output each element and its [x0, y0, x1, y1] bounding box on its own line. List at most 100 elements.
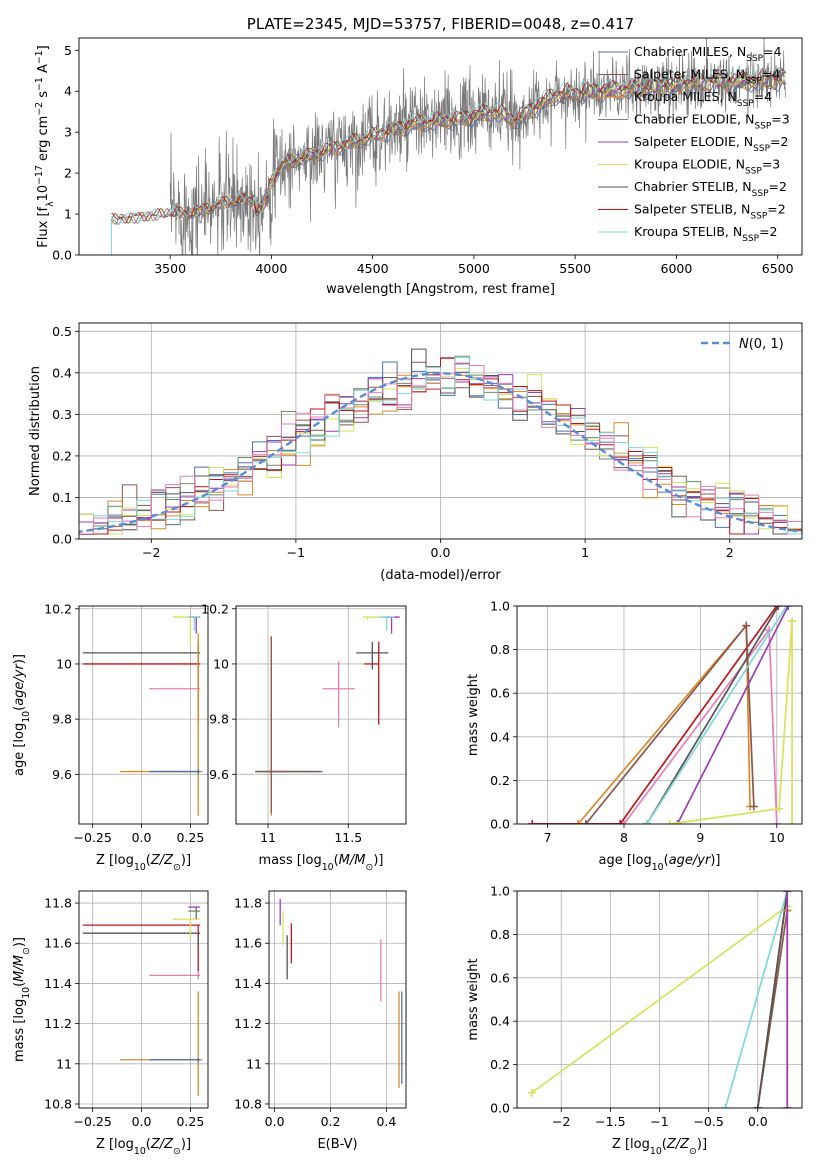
y-tick-label: 2 [64, 166, 72, 181]
grid [269, 891, 406, 1108]
x-tick-label: 0.25 [176, 830, 204, 845]
y-tick-label: 9.8 [52, 712, 72, 727]
y-tick-label: 0.0 [490, 817, 510, 832]
y-axis-label: mass weight [466, 958, 481, 1040]
y-tick-label: 9.8 [209, 712, 229, 727]
axes-frame [516, 605, 803, 825]
label-part: )] [12, 654, 27, 664]
axes-frame [516, 890, 803, 1109]
y-tick-label: 1 [64, 207, 72, 222]
y-axis-label: mass [log10(M/M⊙)] [12, 937, 32, 1062]
legend-label-text: N(0, 1) [739, 337, 784, 352]
y-tick-label: 0.8 [490, 927, 510, 942]
y-tick-label: 11.2 [44, 1016, 72, 1031]
weight-marker [774, 606, 783, 610]
label-part: age/yr [669, 853, 712, 868]
errorbar-pink [149, 971, 201, 980]
histogram-salpeter_miles [79, 357, 802, 535]
label-part: −17 [34, 165, 45, 185]
axes-frame [78, 605, 209, 825]
y-tick-label: 0.8 [490, 642, 510, 657]
errorbar-kroupa_stelib [188, 616, 201, 631]
label-part: Z/Z [666, 1137, 690, 1152]
label-part: ⊙ [21, 947, 32, 955]
y-tick-label: 11.4 [44, 976, 72, 991]
label-part: M/M [339, 853, 366, 868]
legend: N(0, 1) [701, 337, 784, 352]
legend-label-count: =2 [769, 179, 787, 194]
label-part: A [36, 64, 51, 77]
label-part: ⊙ [365, 862, 373, 873]
legend-label-sub: SSP [742, 234, 759, 244]
y-axis-label: Normed distribution [28, 366, 43, 496]
plot-area [279, 899, 403, 1088]
label-part: 10 [134, 862, 146, 873]
grid [236, 606, 406, 824]
x-tick-label: −1.5 [595, 1114, 625, 1129]
x-tick-label: 3500 [154, 261, 186, 276]
label-part: ⊙ [173, 862, 181, 873]
legend-label-sub: SSP [750, 212, 767, 222]
legend-label-text: Chabrier MILES, N [634, 44, 746, 59]
x-tick-label: −1 [287, 545, 305, 560]
plot-area [82, 616, 203, 816]
errorbar-chabrier_miles [149, 768, 201, 775]
legend-label-text: Salpeter ELODIE, N [634, 134, 753, 149]
errorbar-chabrier_stelib [82, 932, 201, 946]
y-tick-label: 4 [64, 84, 72, 99]
y-tick-label: 0.1 [52, 490, 72, 505]
legend-label-count: =3 [771, 112, 789, 127]
x-tick-label: 0.25 [176, 1114, 204, 1129]
label-part: Flux [f [36, 206, 51, 247]
histogram-kroupa_stelib [79, 357, 802, 535]
y-tick-label: 0.4 [490, 1014, 510, 1029]
x-tick-label: 4500 [357, 261, 389, 276]
label-part: mass [log [259, 853, 322, 868]
grid [79, 891, 208, 1108]
y-tick-label: 11.2 [234, 1016, 262, 1031]
errorbar-chabrier_elodie [188, 910, 201, 920]
axes-weight_vs_Z: −2 −1.5 −1 −0.5 0.0 0.0 0.2 0.4 0.6 0.8 1.0 Z [log1… [466, 884, 803, 1157]
weight-line-chabrier_stelib [646, 606, 780, 824]
errorbar-salpeter_elodie [383, 616, 400, 634]
y-tick-label: 5 [64, 43, 72, 58]
x-axis-label: age [log10(age/yr)] [598, 853, 720, 873]
label-part: 10 [36, 185, 51, 202]
y-tick-label: 0.0 [52, 248, 72, 263]
errorbar-salpeter_stelib [364, 641, 380, 725]
axes-spectrum: 3500 4000 4500 5000 5500 6000 6500 0.0 1 2 3 4 5 PLAT… [34, 15, 803, 297]
legend-label: Kroupa STELIB, NSSP=2 [634, 224, 778, 244]
legend-label: Salpeter MILES, NSSP=4 [634, 67, 780, 87]
weight-marker [527, 1088, 536, 1097]
axes-mass_vs_Z: −0.25 0.0 0.25 10.8 11 11.2 11.4 11.6 11.8 Z [log… [12, 890, 209, 1157]
x-tick-label: 6000 [661, 261, 693, 276]
legend-label: Salpeter STELIB, NSSP=2 [634, 202, 786, 222]
weight-line-salpeter_elodie [676, 606, 790, 824]
y-tick-label: 10.8 [234, 1096, 262, 1111]
weight-marker [721, 1104, 730, 1108]
errorbar-chabrier_stelib [356, 641, 389, 670]
x-tick-label: 0.0 [265, 1114, 285, 1129]
model-line-salpeter_stelib [111, 68, 786, 224]
legend-label-text: Kroupa STELIB, N [634, 224, 742, 239]
x-tick-label: 9 [696, 830, 704, 845]
y-tick-label: 11 [246, 1056, 262, 1071]
x-tick-label: −2 [142, 545, 160, 560]
y-tick-label: 9.6 [52, 767, 72, 782]
y-tick-label: 10 [56, 656, 72, 671]
weight-marker [619, 820, 628, 824]
y-tick-label: 0.4 [52, 365, 72, 380]
weight-marker [642, 820, 651, 824]
axes-mass_vs_ebv: 0.0 0.2 0.4 10.8 11 11.2 11.4 11.6 11.8 E(B-V) [234, 890, 407, 1152]
legend-label: Chabrier STELIB, NSSP=2 [634, 179, 787, 199]
plot-area [528, 606, 797, 824]
weight-marker [673, 820, 682, 824]
axes-frame [78, 322, 803, 540]
x-tick-label: 0.0 [748, 1114, 768, 1129]
label-part: ( [334, 853, 339, 868]
axes-frame [268, 890, 407, 1109]
label-part: ⊙ [173, 1146, 181, 1157]
label-part: s [36, 91, 51, 102]
y-tick-label: 0.0 [52, 532, 72, 547]
label-part: 10 [322, 862, 334, 873]
